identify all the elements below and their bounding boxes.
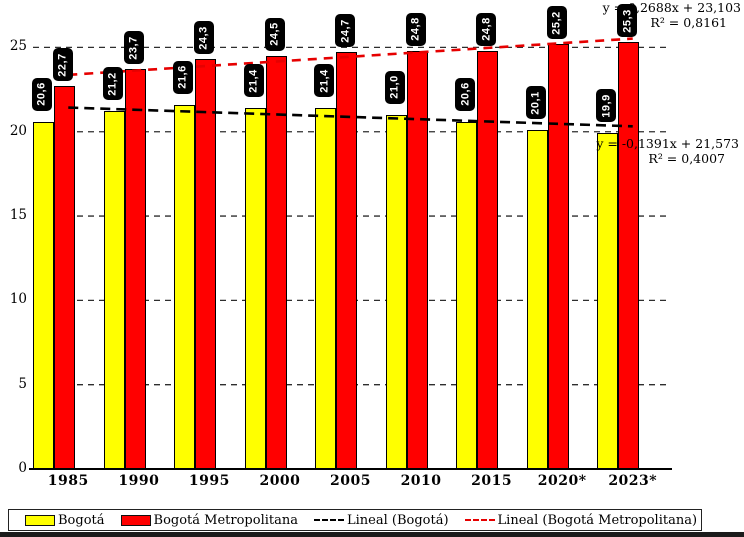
y-axis-tick-label: 15	[9, 207, 27, 224]
legend-swatch-color	[25, 514, 55, 526]
bar-metropolitana	[124, 69, 146, 470]
bottom-edge-strip	[0, 532, 744, 537]
bar-value-text: 19,9	[600, 94, 613, 118]
legend-swatch-dash	[313, 519, 344, 521]
bar-metropolitana	[477, 50, 499, 470]
legend-item: Bogotá	[25, 513, 105, 528]
r-squared-text: R² = 0,8161	[650, 14, 727, 30]
x-axis-tick-label: 2015	[471, 473, 513, 489]
bar-value-text: 23,7	[127, 36, 140, 60]
bar-value-label: 21,2	[102, 67, 123, 101]
legend-item: Lineal (Bogotá)	[313, 512, 449, 528]
y-axis-tick-label: 0	[18, 460, 27, 476]
x-axis-tick-label: 1995	[188, 473, 230, 489]
bar-value-label: 24,7	[335, 14, 356, 48]
bar-value-label: 21,4	[243, 64, 264, 98]
bar-bogota	[385, 114, 407, 470]
bar-value-text: 24,8	[480, 17, 493, 41]
bar-bogota	[244, 108, 266, 470]
bar-value-label: 24,3	[194, 21, 215, 55]
bar-value-label: 19,9	[596, 89, 617, 123]
bar-bogota	[597, 133, 619, 470]
trendline-equation-bogota: y = -0,1391x + 21,573 R² = 0,4007	[596, 136, 739, 166]
bar-value-label: 23,7	[123, 31, 144, 65]
legend-item: Lineal (Bogotá Metropolitana)	[464, 512, 698, 528]
bar-metropolitana	[336, 52, 358, 470]
legend-swatch-dash	[464, 519, 495, 521]
bar-value-label: 21,4	[314, 64, 335, 98]
bar-value-text: 24,5	[268, 22, 281, 47]
y-axis-tick-label: 20	[9, 122, 27, 139]
bar-metropolitana	[547, 44, 569, 470]
bar-value-label: 20,6	[32, 77, 52, 111]
bar-value-label: 25,3	[617, 4, 638, 38]
bar-value-label: 24,8	[405, 12, 426, 46]
legend-swatch-color	[120, 514, 151, 526]
bar-value-text: 24,3	[198, 25, 211, 50]
bar-value-text: 25,3	[621, 9, 634, 33]
x-axis-tick-label: 1985	[47, 473, 89, 489]
bar-metropolitana	[618, 42, 640, 470]
x-axis-tick-label: 2000	[259, 473, 301, 489]
bar-value-label: 20,1	[525, 86, 546, 120]
bar-metropolitana	[195, 59, 217, 470]
bar-value-label: 24,8	[476, 12, 497, 46]
trendline-equation-metropolitana: y = 0,2688x + 23,103 R² = 0,8161	[602, 0, 741, 30]
bar-metropolitana	[406, 50, 428, 470]
equation-text: y = 0,2688x + 23,103	[602, 0, 741, 15]
bar-value-text: 21,4	[318, 68, 331, 93]
bar-bogota	[174, 104, 196, 470]
bar-bogota	[103, 111, 125, 470]
equation-text: y = -0,1391x + 21,573	[596, 136, 739, 151]
legend-item: Bogotá Metropolitana	[120, 512, 298, 528]
bar-value-label: 25,2	[546, 6, 567, 40]
y-axis-tick-label: 25	[9, 38, 27, 55]
r-squared-text: R² = 0,4007	[648, 150, 725, 166]
y-axis-tick-label: 10	[9, 291, 27, 308]
bar-bogota	[456, 121, 478, 470]
x-axis-tick-label: 1990	[118, 473, 160, 489]
y-axis-tick-label: 5	[18, 375, 27, 392]
bar-value-label: 24,5	[264, 17, 285, 51]
bar-value-label: 20,6	[455, 77, 476, 111]
bar-bogota	[526, 130, 548, 470]
legend-label: Bogotá	[58, 512, 105, 528]
bar-bogota	[33, 121, 54, 470]
bar-value-label: 22,7	[53, 48, 73, 82]
x-axis-line	[29, 467, 672, 471]
bar-value-text: 24,7	[339, 19, 352, 43]
bar-metropolitana	[265, 55, 287, 470]
bar-value-label: 21,0	[384, 70, 405, 104]
x-axis-tick-label: 2010	[400, 473, 442, 489]
bar-metropolitana	[54, 86, 75, 470]
legend-label: Bogotá Metropolitana	[153, 512, 298, 528]
legend: Bogotá Bogotá Metropolitana Lineal (Bogotá…	[8, 509, 702, 531]
bar-bogota	[315, 108, 337, 470]
bar-value-text: 21,2	[106, 72, 119, 96]
bar-value-label: 21,6	[173, 60, 194, 94]
x-axis-tick-label: 2023*	[608, 473, 658, 489]
bar-value-text: 22,7	[57, 52, 70, 77]
legend-label: Lineal (Bogotá)	[346, 512, 449, 528]
bar-value-text: 21,6	[177, 65, 190, 89]
bar-value-text: 20,6	[459, 82, 472, 106]
bar-value-text: 24,8	[409, 17, 422, 41]
bar-value-text: 21,0	[388, 75, 401, 100]
x-axis-tick-label: 2005	[330, 473, 371, 489]
bar-value-text: 25,2	[550, 10, 563, 35]
bar-value-text: 20,1	[529, 90, 542, 115]
bar-value-text: 21,4	[247, 68, 260, 93]
bar-value-text: 20,6	[36, 82, 49, 106]
legend-label: Lineal (Bogotá Metropolitana)	[497, 512, 698, 528]
x-axis-tick-label: 2020*	[537, 473, 587, 489]
